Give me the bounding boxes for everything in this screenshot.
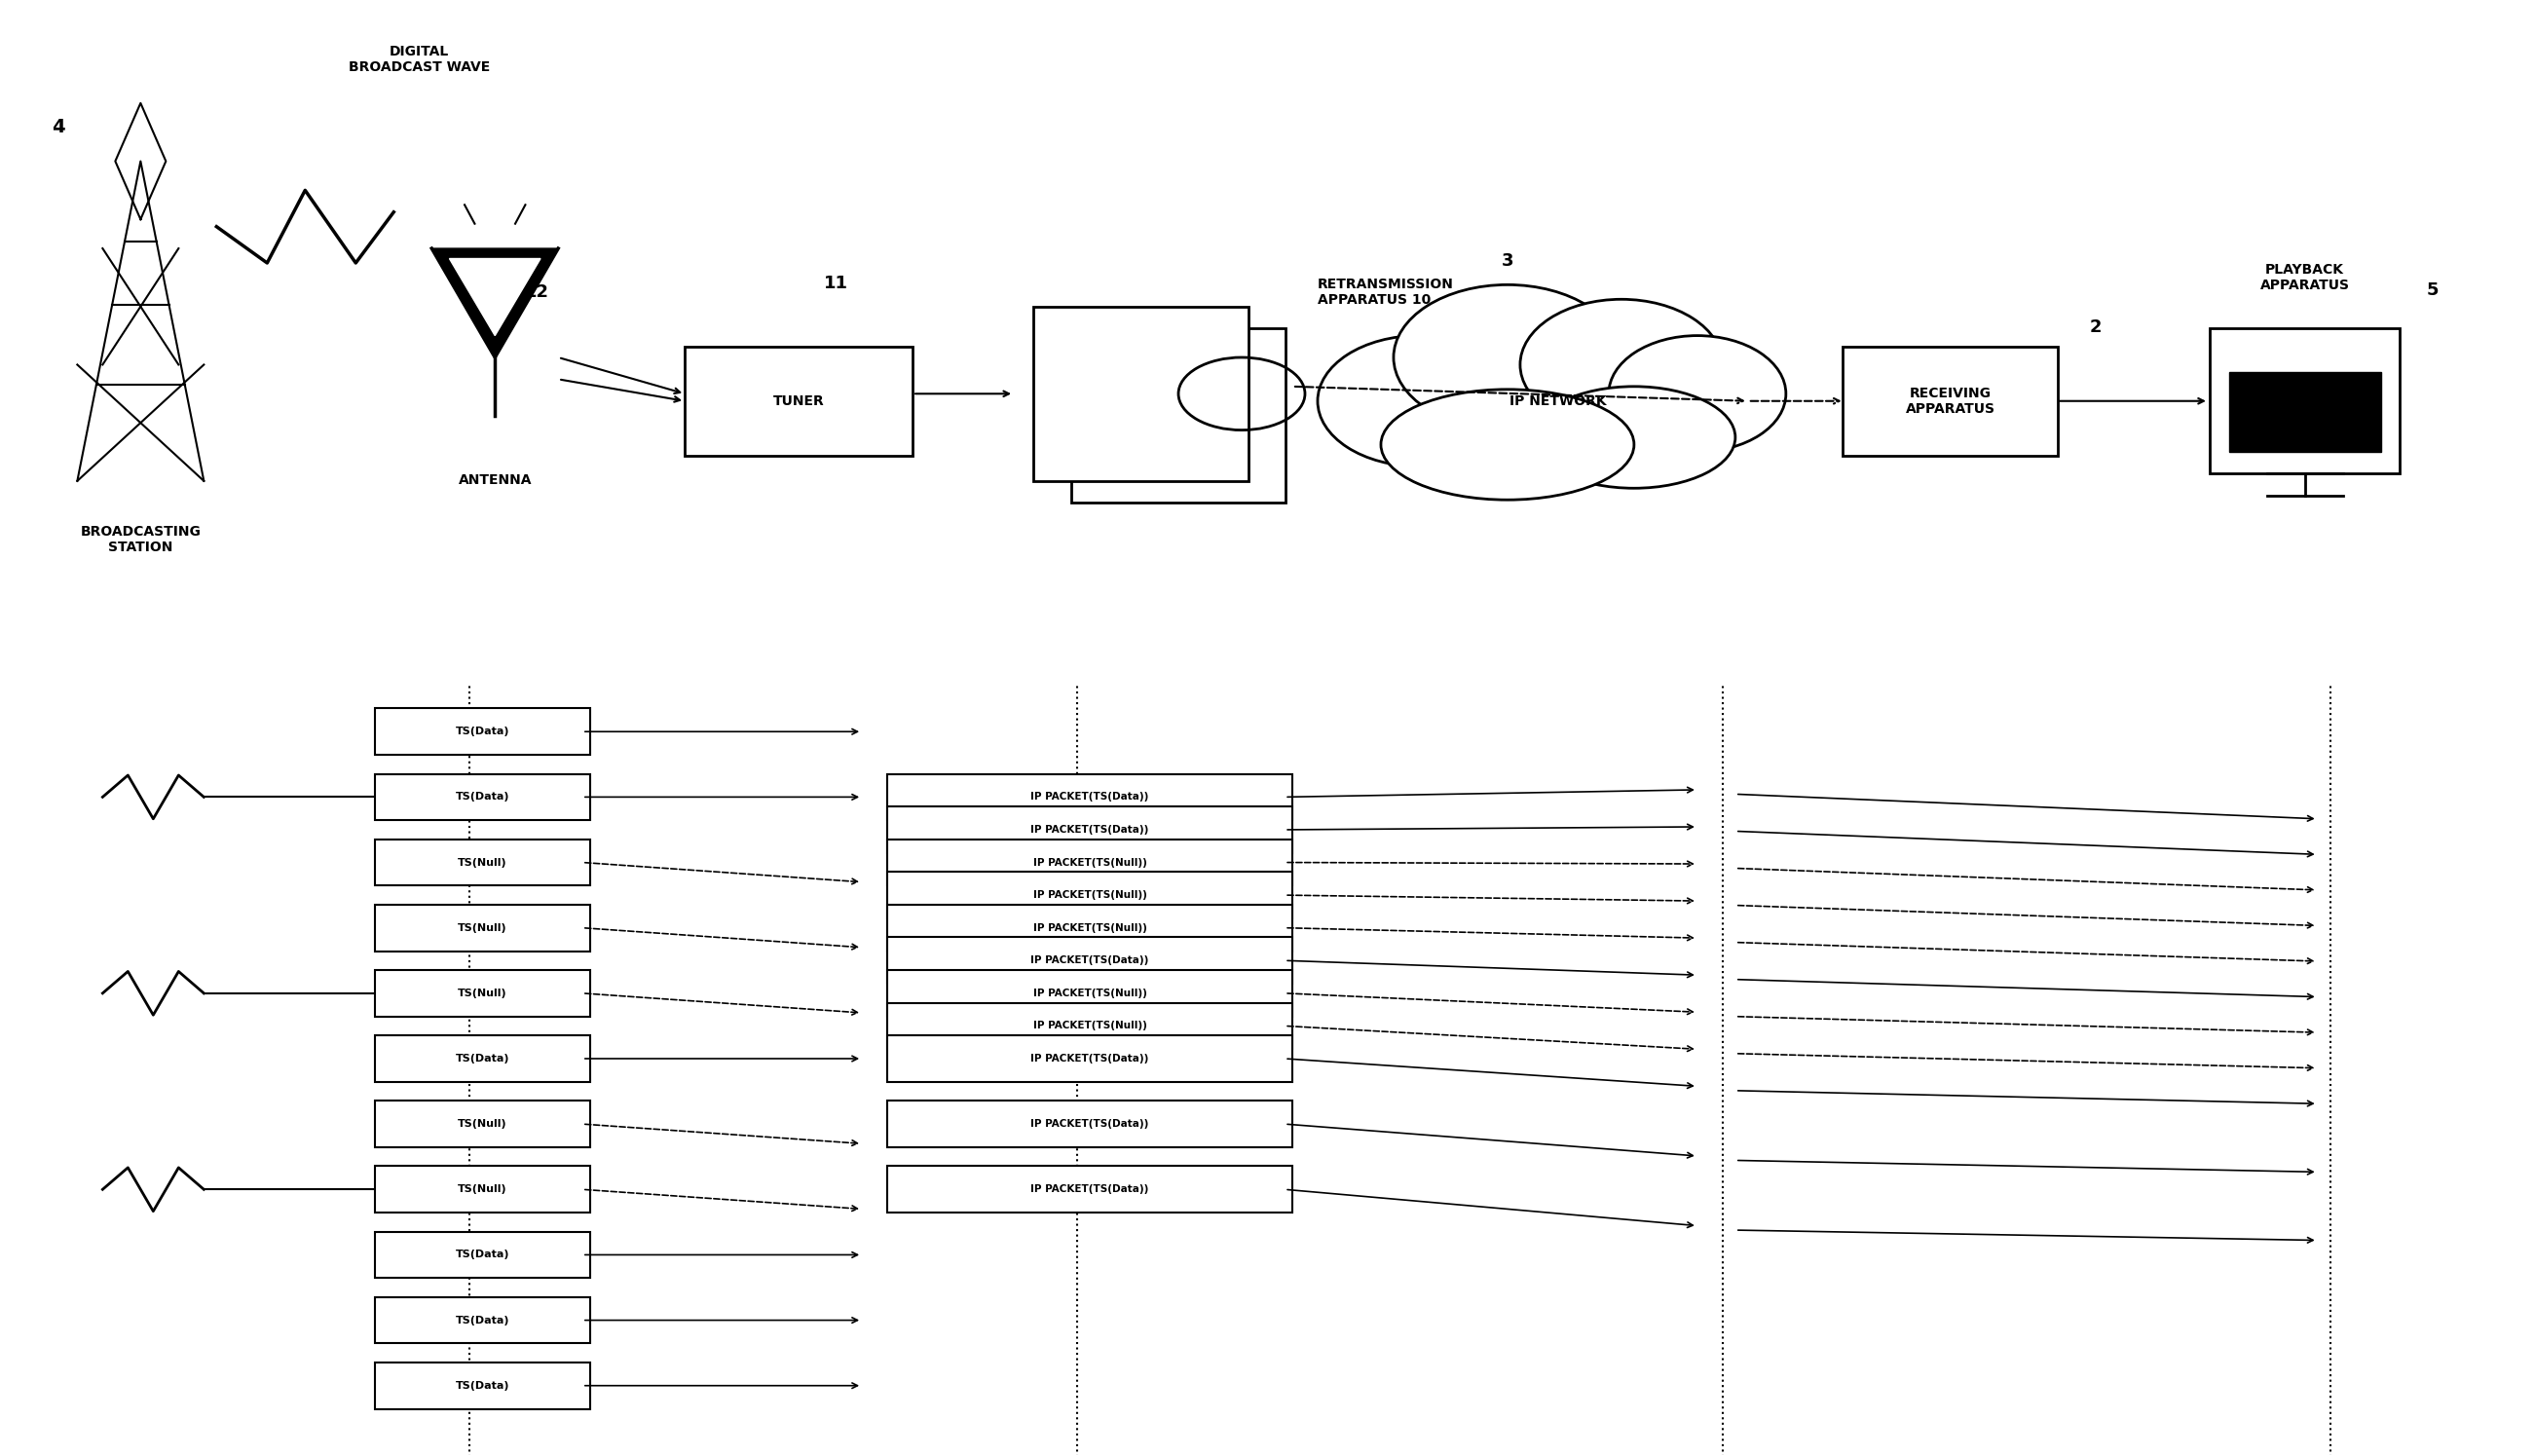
- Bar: [375, 1166, 590, 1213]
- Text: DIGITAL
BROADCAST WAVE: DIGITAL BROADCAST WAVE: [347, 45, 489, 74]
- Text: TS(Null): TS(Null): [459, 1185, 507, 1194]
- Bar: [2230, 371, 2382, 451]
- Bar: [375, 1101, 590, 1147]
- Bar: [887, 872, 1292, 919]
- Bar: [375, 904, 590, 951]
- Text: IP PACKET(TS(Data)): IP PACKET(TS(Data)): [1031, 1120, 1148, 1128]
- Bar: [887, 938, 1292, 984]
- Bar: [375, 1363, 590, 1409]
- Bar: [887, 1101, 1292, 1147]
- Text: TS(Null): TS(Null): [459, 989, 507, 999]
- Bar: [2210, 329, 2400, 473]
- Ellipse shape: [1533, 386, 1736, 488]
- Text: TS(Data): TS(Data): [456, 1380, 509, 1390]
- Text: RETRANSMISSION
APPARATUS 10: RETRANSMISSION APPARATUS 10: [1318, 277, 1455, 307]
- Ellipse shape: [1394, 285, 1622, 430]
- Text: ANTENNA: ANTENNA: [459, 473, 532, 488]
- Ellipse shape: [1520, 300, 1723, 430]
- Text: TUNER: TUNER: [773, 395, 824, 408]
- Text: IP PACKET(TS(Null)): IP PACKET(TS(Null)): [1034, 1021, 1148, 1031]
- Ellipse shape: [1318, 336, 1520, 466]
- Bar: [1034, 307, 1249, 480]
- Bar: [375, 773, 590, 820]
- Text: RECEIVING
APPARATUS: RECEIVING APPARATUS: [1906, 386, 1994, 416]
- Bar: [375, 839, 590, 885]
- Text: IP PACKET(TS(Data)): IP PACKET(TS(Data)): [1031, 826, 1148, 834]
- Text: 3: 3: [1500, 253, 1513, 271]
- Text: TS(Null): TS(Null): [459, 923, 507, 933]
- Text: 11: 11: [824, 275, 849, 293]
- Polygon shape: [449, 259, 540, 336]
- Text: IP PACKET(TS(Null)): IP PACKET(TS(Null)): [1034, 858, 1148, 868]
- Text: BROADCASTING
STATION: BROADCASTING STATION: [81, 524, 200, 553]
- Bar: [887, 1166, 1292, 1213]
- Text: 5: 5: [2428, 282, 2438, 300]
- Bar: [887, 773, 1292, 820]
- Ellipse shape: [1609, 336, 1786, 451]
- Text: PLAYBACK
APPARATUS: PLAYBACK APPARATUS: [2260, 262, 2349, 293]
- Bar: [1072, 329, 1285, 502]
- Text: IP PACKET(TS(Data)): IP PACKET(TS(Data)): [1031, 792, 1148, 802]
- Text: TS(Data): TS(Data): [456, 792, 509, 802]
- Bar: [375, 1232, 590, 1278]
- Ellipse shape: [1381, 389, 1634, 499]
- Text: 2: 2: [2091, 317, 2101, 336]
- Bar: [375, 1297, 590, 1344]
- Bar: [887, 970, 1292, 1016]
- Text: IP PACKET(TS(Null)): IP PACKET(TS(Null)): [1034, 923, 1148, 933]
- Bar: [887, 904, 1292, 951]
- Text: TS(Data): TS(Data): [456, 1249, 509, 1259]
- Bar: [375, 1035, 590, 1082]
- Text: 12: 12: [525, 284, 550, 301]
- Bar: [887, 1035, 1292, 1082]
- Bar: [684, 347, 912, 456]
- Text: TS(Data): TS(Data): [456, 1054, 509, 1063]
- Bar: [887, 807, 1292, 853]
- Text: IP PACKET(TS(Null)): IP PACKET(TS(Null)): [1034, 890, 1148, 900]
- Text: TS(Null): TS(Null): [459, 858, 507, 868]
- Bar: [1842, 347, 2058, 456]
- Text: 4: 4: [53, 118, 66, 135]
- Bar: [887, 839, 1292, 885]
- Text: IP PACKET(TS(Data)): IP PACKET(TS(Data)): [1031, 1185, 1148, 1194]
- Text: TS(Data): TS(Data): [456, 1315, 509, 1325]
- Text: IP PACKET(TS(Data)): IP PACKET(TS(Data)): [1031, 1054, 1148, 1063]
- Text: TS(Data): TS(Data): [456, 727, 509, 737]
- Bar: [375, 709, 590, 754]
- Polygon shape: [431, 249, 557, 357]
- Text: TS(Null): TS(Null): [459, 1120, 507, 1128]
- Text: IP PACKET(TS(Null)): IP PACKET(TS(Null)): [1034, 989, 1148, 999]
- Text: IP NETWORK: IP NETWORK: [1510, 395, 1607, 408]
- Bar: [887, 1003, 1292, 1050]
- Text: IP PACKET(TS(Data)): IP PACKET(TS(Data)): [1031, 955, 1148, 965]
- Bar: [375, 970, 590, 1016]
